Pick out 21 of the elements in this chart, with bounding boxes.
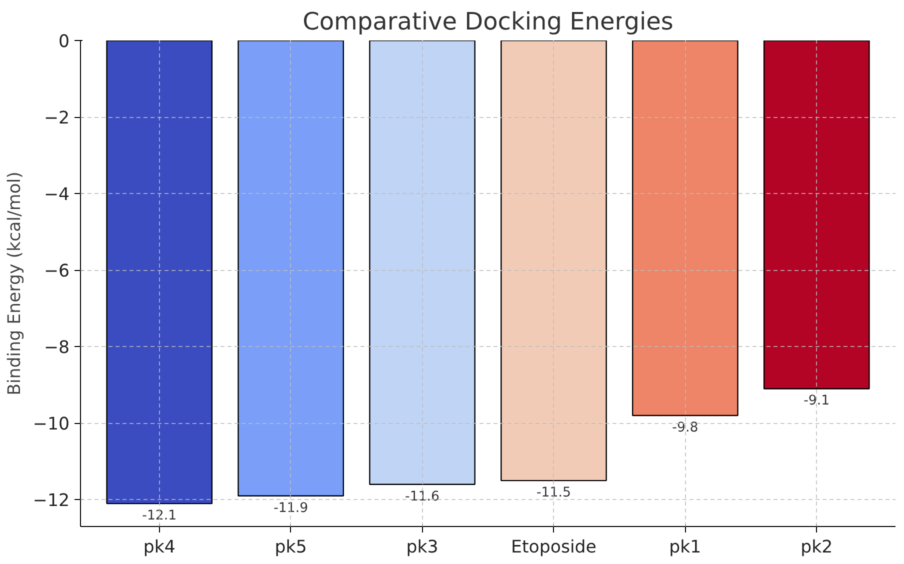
data-label: -12.1 (142, 508, 177, 524)
chart-title: Comparative Docking Energies (302, 8, 674, 36)
x-tick-label: Etoposide (511, 538, 596, 558)
y-axis-title: Binding Energy (kcal/mol) (4, 172, 25, 396)
x-tick-label: pk4 (143, 538, 176, 558)
y-tick-label: −12 (32, 491, 70, 512)
y-tick-label: −2 (44, 108, 70, 129)
x-tick-label: pk2 (800, 538, 833, 558)
x-tick-label: pk1 (669, 538, 702, 558)
y-tick-label: −6 (44, 262, 70, 282)
x-tick-label: pk3 (406, 538, 438, 558)
data-label: -11.6 (405, 489, 440, 504)
y-tick-label: −10 (32, 414, 70, 435)
data-label: -9.8 (672, 420, 698, 436)
data-label: -11.5 (536, 486, 571, 501)
x-tick-label: pk5 (274, 538, 307, 558)
data-label: -9.1 (804, 394, 830, 409)
data-label: -11.9 (274, 500, 308, 516)
y-tick-label: −4 (44, 185, 70, 206)
y-tick-label: −8 (44, 338, 70, 358)
y-tick-label: 0 (58, 32, 70, 52)
